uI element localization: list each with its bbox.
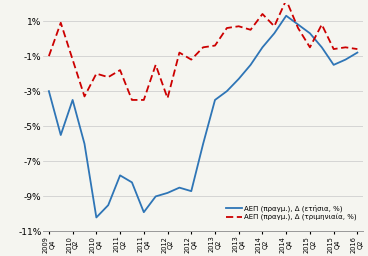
AEΠ (πραγμ.), Δ (ετήσια, %) <box>70 98 75 101</box>
AEΠ (πραγμ.), Δ (ετήσια, %) <box>118 174 122 177</box>
AEΠ (πραγμ.), Δ (τριμηνιαία, %) <box>355 48 360 51</box>
Line: AEΠ (πραγμ.), Δ (τριμηνιαία, %): AEΠ (πραγμ.), Δ (τριμηνιαία, %) <box>49 0 357 100</box>
Legend: AEΠ (πραγμ.), Δ (ετήσια, %), AEΠ (πραγμ.), Δ (τριμηνιαία, %): AEΠ (πραγμ.), Δ (ετήσια, %), AEΠ (πραγμ.… <box>224 201 360 223</box>
AEΠ (πραγμ.), Δ (τριμηνιαία, %) <box>319 23 324 26</box>
AEΠ (πραγμ.), Δ (τριμηνιαία, %) <box>94 72 99 75</box>
AEΠ (πραγμ.), Δ (τριμηνιαία, %) <box>82 95 87 98</box>
AEΠ (πραγμ.), Δ (ετήσια, %) <box>319 46 324 49</box>
AEΠ (πραγμ.), Δ (τριμηνιαία, %) <box>260 13 265 16</box>
AEΠ (πραγμ.), Δ (τριμηνιαία, %) <box>284 0 289 2</box>
AEΠ (πραγμ.), Δ (ετήσια, %) <box>165 191 170 195</box>
AEΠ (πραγμ.), Δ (τριμηνιαία, %) <box>142 98 146 101</box>
AEΠ (πραγμ.), Δ (τριμηνιαία, %) <box>153 63 158 66</box>
AEΠ (πραγμ.), Δ (τριμηνιαία, %) <box>106 76 110 79</box>
AEΠ (πραγμ.), Δ (ετήσια, %) <box>284 14 289 17</box>
AEΠ (πραγμ.), Δ (ετήσια, %) <box>153 195 158 198</box>
AEΠ (πραγμ.), Δ (τριμηνιαία, %) <box>177 51 182 54</box>
AEΠ (πραγμ.), Δ (ετήσια, %) <box>82 142 87 145</box>
AEΠ (πραγμ.), Δ (ετήσια, %) <box>142 211 146 214</box>
AEΠ (πραγμ.), Δ (ετήσια, %) <box>343 58 348 61</box>
AEΠ (πραγμ.), Δ (τριμηνιαία, %) <box>165 97 170 100</box>
AEΠ (πραγμ.), Δ (ετήσια, %) <box>213 98 217 101</box>
AEΠ (πραγμ.), Δ (ετήσια, %) <box>106 204 110 207</box>
AEΠ (πραγμ.), Δ (ετήσια, %) <box>296 23 300 26</box>
AEΠ (πραγμ.), Δ (τριμηνιαία, %) <box>189 58 194 61</box>
AEΠ (πραγμ.), Δ (ετήσια, %) <box>201 142 205 145</box>
AEΠ (πραγμ.), Δ (τριμηνιαία, %) <box>343 46 348 49</box>
AEΠ (πραγμ.), Δ (τριμηνιαία, %) <box>59 21 63 24</box>
AEΠ (πραγμ.), Δ (ετήσια, %) <box>94 216 99 219</box>
AEΠ (πραγμ.), Δ (τριμηνιαία, %) <box>308 46 312 49</box>
AEΠ (πραγμ.), Δ (ετήσια, %) <box>224 90 229 93</box>
AEΠ (πραγμ.), Δ (ετήσια, %) <box>237 77 241 80</box>
AEΠ (πραγμ.), Δ (τριμηνιαία, %) <box>70 58 75 61</box>
AEΠ (πραγμ.), Δ (ετήσια, %) <box>332 63 336 66</box>
AEΠ (πραγμ.), Δ (ετήσια, %) <box>260 46 265 49</box>
AEΠ (πραγμ.), Δ (ετήσια, %) <box>130 181 134 184</box>
AEΠ (πραγμ.), Δ (ετήσια, %) <box>355 51 360 54</box>
AEΠ (πραγμ.), Δ (τριμηνιαία, %) <box>201 46 205 49</box>
AEΠ (πραγμ.), Δ (τριμηνιαία, %) <box>248 28 253 31</box>
AEΠ (πραγμ.), Δ (τριμηνιαία, %) <box>332 48 336 51</box>
AEΠ (πραγμ.), Δ (ετήσια, %) <box>248 63 253 66</box>
AEΠ (πραγμ.), Δ (τριμηνιαία, %) <box>118 69 122 72</box>
AEΠ (πραγμ.), Δ (ετήσια, %) <box>308 32 312 35</box>
Line: AEΠ (πραγμ.), Δ (ετήσια, %): AEΠ (πραγμ.), Δ (ετήσια, %) <box>49 16 357 217</box>
AEΠ (πραγμ.), Δ (τριμηνιαία, %) <box>47 55 51 58</box>
AEΠ (πραγμ.), Δ (τριμηνιαία, %) <box>224 26 229 29</box>
AEΠ (πραγμ.), Δ (τριμηνιαία, %) <box>237 25 241 28</box>
AEΠ (πραγμ.), Δ (ετήσια, %) <box>272 32 276 35</box>
AEΠ (πραγμ.), Δ (ετήσια, %) <box>177 186 182 189</box>
AEΠ (πραγμ.), Δ (τριμηνιαία, %) <box>296 26 300 29</box>
AEΠ (πραγμ.), Δ (ετήσια, %) <box>189 190 194 193</box>
AEΠ (πραγμ.), Δ (τριμηνιαία, %) <box>272 25 276 28</box>
AEΠ (πραγμ.), Δ (ετήσια, %) <box>47 90 51 93</box>
AEΠ (πραγμ.), Δ (τριμηνιαία, %) <box>213 44 217 47</box>
AEΠ (πραγμ.), Δ (τριμηνιαία, %) <box>130 98 134 101</box>
AEΠ (πραγμ.), Δ (ετήσια, %) <box>59 133 63 136</box>
